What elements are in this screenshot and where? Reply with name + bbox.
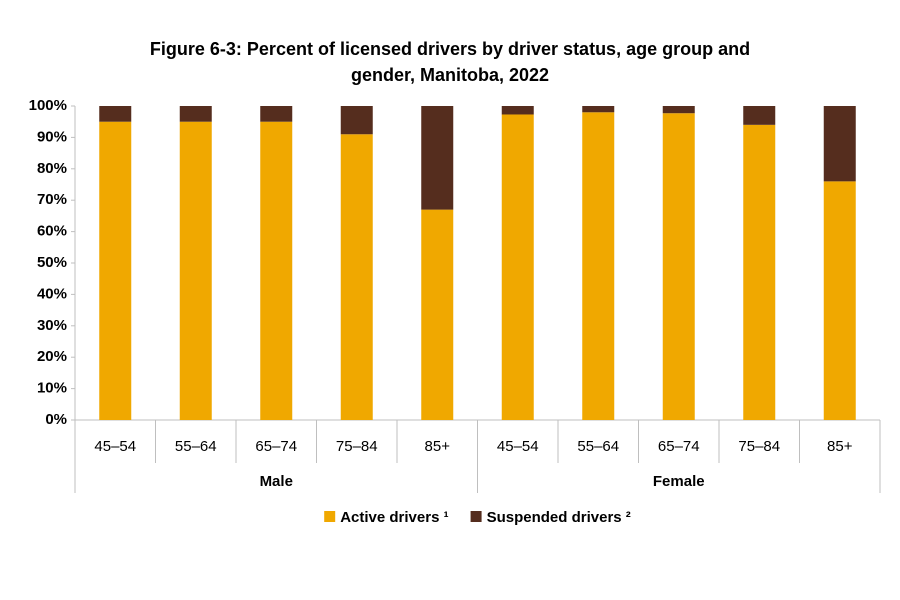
bar-segment	[662, 113, 695, 421]
group-label: Male	[260, 473, 293, 490]
y-tick-label: 60%	[37, 223, 67, 240]
legend-swatch	[324, 511, 336, 522]
x-tick-label: 75–84	[738, 438, 780, 455]
y-tick-label: 70%	[37, 191, 67, 208]
bar-segment	[260, 106, 293, 122]
y-tick-label: 0%	[45, 411, 67, 428]
bar-segment	[340, 134, 373, 420]
bar-segment	[99, 121, 132, 420]
x-tick-label: 65–74	[658, 438, 700, 455]
y-tick-label: 90%	[37, 128, 67, 145]
bar-segment	[179, 106, 212, 122]
y-tick-label: 10%	[37, 380, 67, 397]
bar-segment	[662, 106, 695, 114]
x-tick-label: 85+	[827, 438, 853, 455]
x-tick-label: 45–54	[497, 438, 539, 455]
y-tick-label: 30%	[37, 317, 67, 334]
legend-label: Active drivers ¹	[340, 509, 448, 526]
y-tick-label: 50%	[37, 254, 67, 271]
y-tick-label: 80%	[37, 160, 67, 177]
bar-segment	[501, 106, 534, 115]
x-tick-label: 55–64	[175, 438, 217, 455]
legend: Active drivers ¹ Suspended drivers ²	[324, 509, 631, 526]
legend-label: Suspended drivers ²	[487, 509, 631, 526]
bar-segment	[501, 114, 534, 420]
bar-segment	[582, 112, 615, 420]
y-tick-label: 20%	[37, 348, 67, 365]
bar-segment	[99, 106, 132, 122]
bar-segment	[340, 106, 373, 135]
bar-segment	[179, 121, 212, 420]
bar-segment	[582, 106, 615, 113]
bar-segment	[823, 106, 856, 182]
chart-title: Figure 6-3: Percent of licensed drivers …	[149, 39, 751, 85]
x-tick-label: 85+	[425, 438, 451, 455]
group-label: Female	[653, 473, 705, 490]
y-tick-label: 100%	[29, 97, 67, 114]
x-tick-label: 65–74	[255, 438, 297, 455]
y-tick-label: 40%	[37, 285, 67, 302]
bar-segment	[743, 124, 776, 420]
legend-swatch	[470, 511, 482, 522]
bar-segment	[823, 181, 856, 420]
x-tick-label: 45–54	[94, 438, 136, 455]
x-tick-label: 55–64	[577, 438, 619, 455]
bar-segment	[260, 121, 293, 420]
x-tick-label: 75–84	[336, 438, 378, 455]
bar-segment	[421, 106, 454, 210]
bar-segment	[743, 106, 776, 125]
bar-segment	[421, 209, 454, 420]
